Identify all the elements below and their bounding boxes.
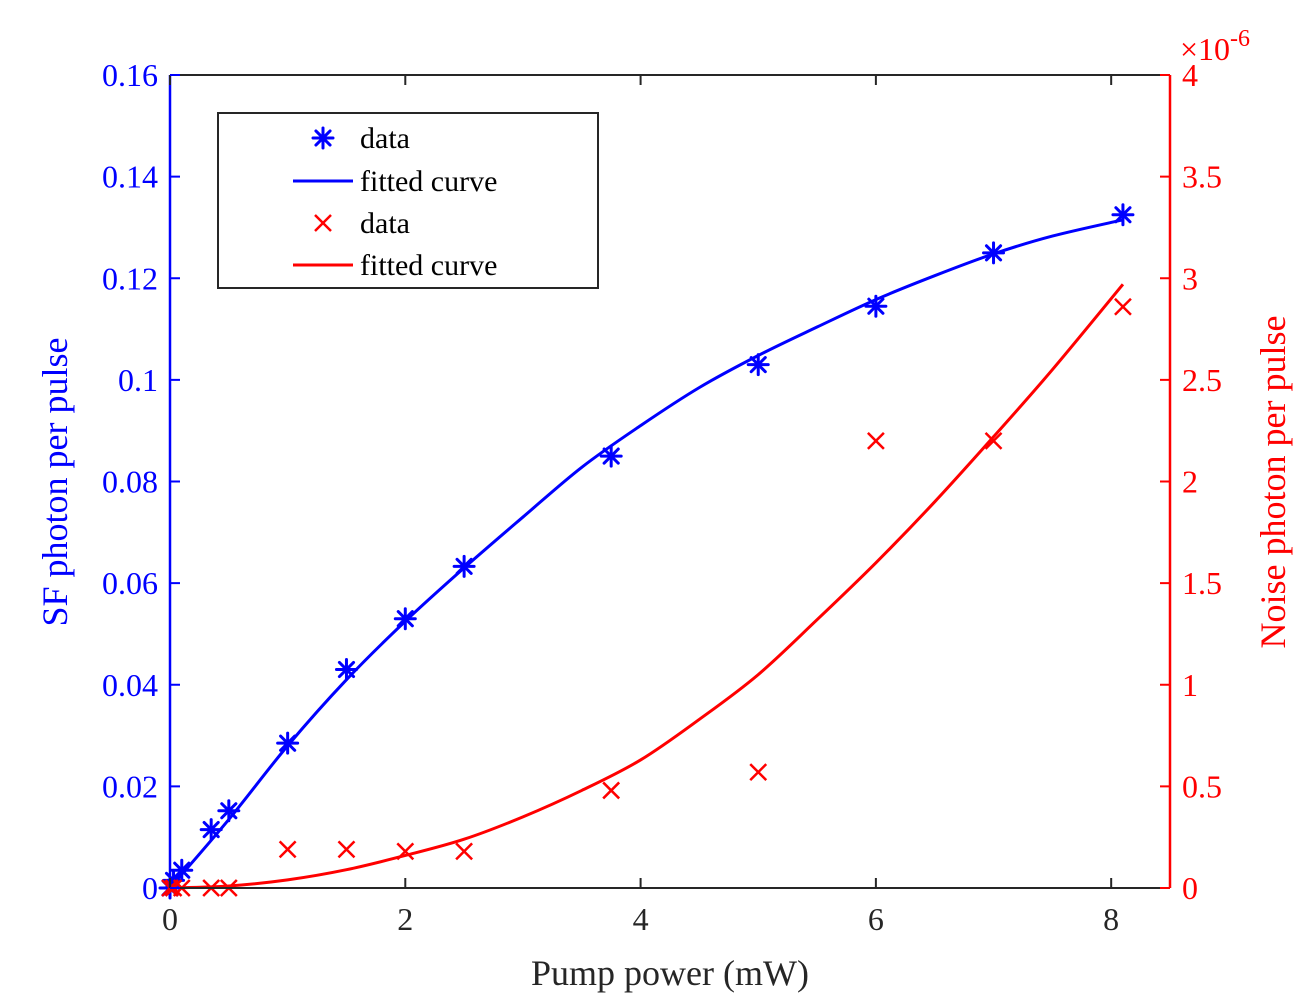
x-tick-label: 0 [162,901,178,937]
legend-label: fitted curve [360,165,497,198]
right-tick-label: 2.5 [1182,362,1222,398]
sf-fitted-curve [168,218,1124,889]
right-tick-label: 0.5 [1182,768,1222,804]
sf-data-point [393,607,417,631]
left-tick-label: 0.12 [102,260,158,296]
sf-data-point [452,554,476,578]
right-axis-title: Noise photon per pulse [1253,316,1293,649]
legend: data fitted curve data fitted curve [217,112,599,289]
noise-data-point [984,431,1003,450]
left-tick-label: 0.1 [118,362,158,398]
left-tick-label: 0.02 [102,768,158,804]
right-tick-label: 3.5 [1182,159,1222,195]
right-tick-label: 0 [1182,870,1198,906]
right-tick-label: 4 [1182,57,1198,93]
noise-data-point [455,842,474,861]
legend-x-swatch [314,214,332,232]
left-tick-label: 0.06 [102,565,158,601]
fitted-curves [168,218,1125,890]
sf-data-point [982,241,1006,265]
right-axis-exponent: ×10-6 [1180,26,1250,67]
data-markers [158,203,1135,900]
left-axis-title: SF photon per pulse [35,337,75,626]
left-axis-ticks: 0 0.02 0.04 0.06 0.08 0.1 0.12 0.14 0.16 [102,57,180,906]
sf-data-point [599,444,623,468]
right-tick-label: 3 [1182,260,1198,296]
x-axis-ticks: 0 2 4 6 8 [162,75,1119,937]
noise-data-point [866,431,885,450]
x-axis-title: Pump power (mW) [531,953,809,993]
noise-data-point [1114,297,1132,316]
noise-data-point [396,842,415,861]
sf-data-point [334,658,358,682]
left-tick-label: 0.16 [102,57,158,93]
noise-data-point [278,840,297,859]
legend-entries: data fitted curve data fitted curve [293,122,497,282]
left-tick-label: 0.04 [102,667,158,703]
legend-box [217,112,599,289]
x-tick-label: 8 [1103,901,1119,937]
legend-entry: data [314,207,410,240]
left-tick-label: 0 [142,870,158,906]
noise-fitted-curve [169,283,1125,890]
sf-data-point [170,858,194,882]
exponent-base: ×10 [1180,31,1230,67]
noise-data-point [749,763,768,782]
legend-entry: fitted curve [293,249,497,282]
legend-entry: fitted curve [293,165,497,198]
legend-label: data [360,122,410,155]
legend-label: data [360,207,410,240]
sf-data-point [217,799,241,823]
right-tick-label: 1.5 [1182,565,1222,601]
legend-entry: data [311,122,410,155]
right-axis-ticks: 0 0.5 1 1.5 2 2.5 3 3.5 4 [1160,57,1222,906]
sf-data-point [1111,203,1135,227]
sf-data-point [276,731,300,755]
sf-data-point [199,818,223,842]
sf-data-point [864,294,888,318]
noise-data-point [602,781,621,800]
exponent-power: -6 [1230,26,1250,52]
right-tick-label: 1 [1182,667,1198,703]
sf-data-point [746,353,770,377]
x-tick-label: 6 [868,901,884,937]
x-tick-label: 2 [397,901,413,937]
right-tick-label: 2 [1182,464,1198,500]
left-tick-label: 0.08 [102,464,158,500]
noise-data-point [337,840,356,859]
x-tick-label: 4 [633,901,649,937]
left-tick-label: 0.14 [102,159,158,195]
legend-label: fitted curve [360,249,497,282]
legend-asterisk-swatch [311,126,335,150]
